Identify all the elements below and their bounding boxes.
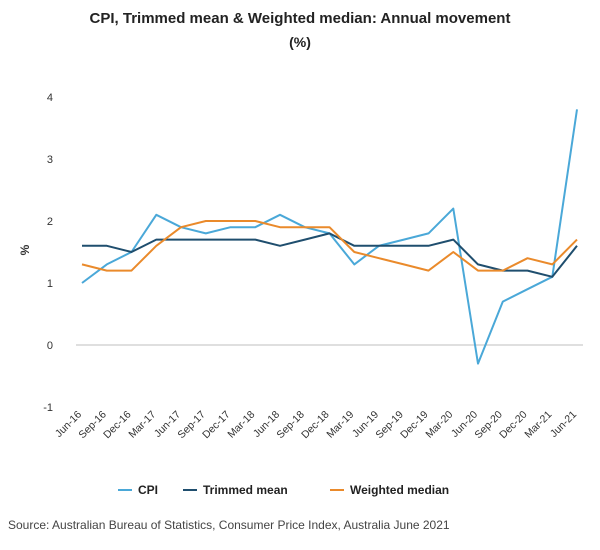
x-tick-label: Mar-20 [423,409,455,441]
y-tick-label: 4 [47,92,53,104]
x-tick-label: Jun-21 [548,409,579,440]
y-axis-label: % [18,244,32,255]
x-axis-ticks: Jun-16Sep-16Dec-16Mar-17Jun-17Sep-17Dec-… [53,409,579,442]
y-tick-label: 0 [47,340,53,352]
y-tick-label: 2 [47,216,53,228]
x-tick-label: Dec-19 [398,409,431,442]
legend-label-cpi: CPI [138,483,158,497]
chart-subtitle: (%) [289,34,311,50]
x-tick-label: Dec-18 [299,409,332,442]
y-tick-label: -1 [43,402,53,414]
series-lines [81,109,578,365]
series-line-weighted-median [81,220,578,272]
y-tick-label: 3 [47,154,53,166]
chart-title: CPI, Trimmed mean & Weighted median: Ann… [89,10,511,27]
source-note: Source: Australian Bureau of Statistics,… [8,518,450,532]
x-tick-label: Dec-16 [101,409,134,442]
y-axis-ticks: -1 0 1 2 3 4 [43,92,53,414]
x-tick-label: Dec-17 [200,409,233,442]
x-tick-label: Dec-20 [497,409,530,442]
x-tick-label: Mar-17 [126,409,158,441]
y-tick-label: 1 [47,278,53,290]
legend-label-weighted-median: Weighted median [350,483,449,497]
x-tick-label: Mar-21 [522,409,554,441]
legend: CPI Trimmed mean Weighted median [118,483,449,497]
x-tick-label: Mar-18 [225,409,257,441]
series-line-cpi [81,109,578,365]
legend-label-trimmed-mean: Trimmed mean [203,483,288,497]
x-tick-label: Mar-19 [324,409,356,441]
